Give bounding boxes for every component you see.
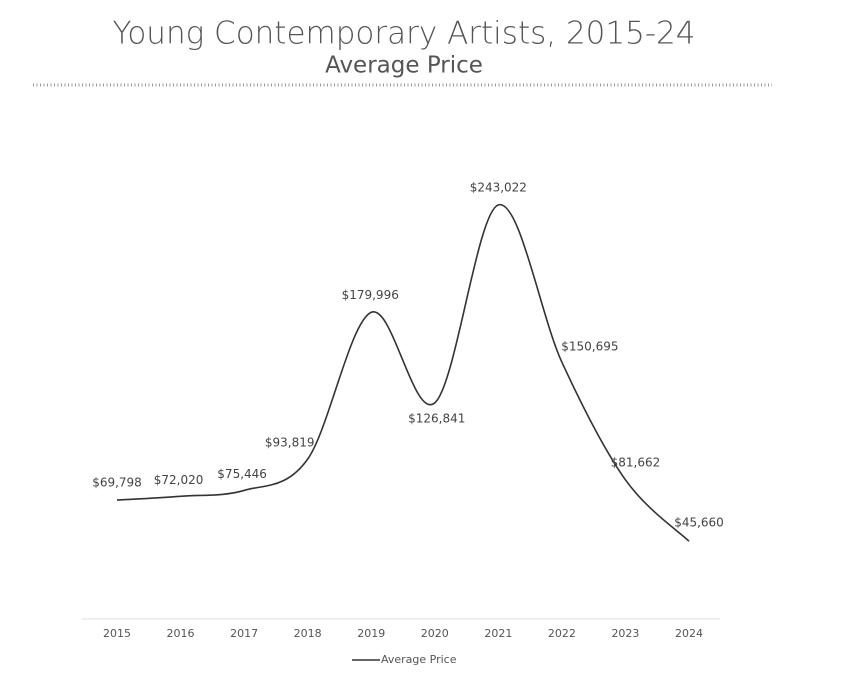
x-tick-label: 2015	[103, 627, 131, 640]
chart-title: Young Contemporary Artists, 2015-24	[113, 16, 696, 52]
data-label: $179,996	[342, 288, 399, 302]
data-label: $126,841	[408, 411, 465, 425]
data-label: $69,798	[92, 476, 142, 490]
x-tick-label: 2018	[294, 627, 322, 640]
x-tick-label: 2021	[484, 627, 512, 640]
data-label: $81,662	[611, 455, 661, 469]
line	[116, 204, 690, 542]
data-label: $72,020	[154, 473, 204, 487]
x-tick-label: 2017	[230, 627, 258, 640]
data-label: $45,660	[674, 516, 724, 530]
x-tick-label: 2022	[548, 627, 576, 640]
data-label: $93,819	[265, 436, 315, 450]
x-tick-label: 2020	[421, 627, 449, 640]
data-label: $150,695	[561, 340, 618, 354]
data-label: $75,446	[217, 467, 267, 481]
x-tick-label: 2016	[167, 627, 195, 640]
x-tick-label: 2024	[675, 627, 703, 640]
legend-label: Average Price	[381, 653, 457, 666]
data-label: $243,022	[470, 180, 527, 194]
x-tick-label: 2019	[357, 627, 385, 640]
x-tick-label: 2023	[611, 627, 639, 640]
chart-subtitle: Average Price	[325, 53, 483, 79]
